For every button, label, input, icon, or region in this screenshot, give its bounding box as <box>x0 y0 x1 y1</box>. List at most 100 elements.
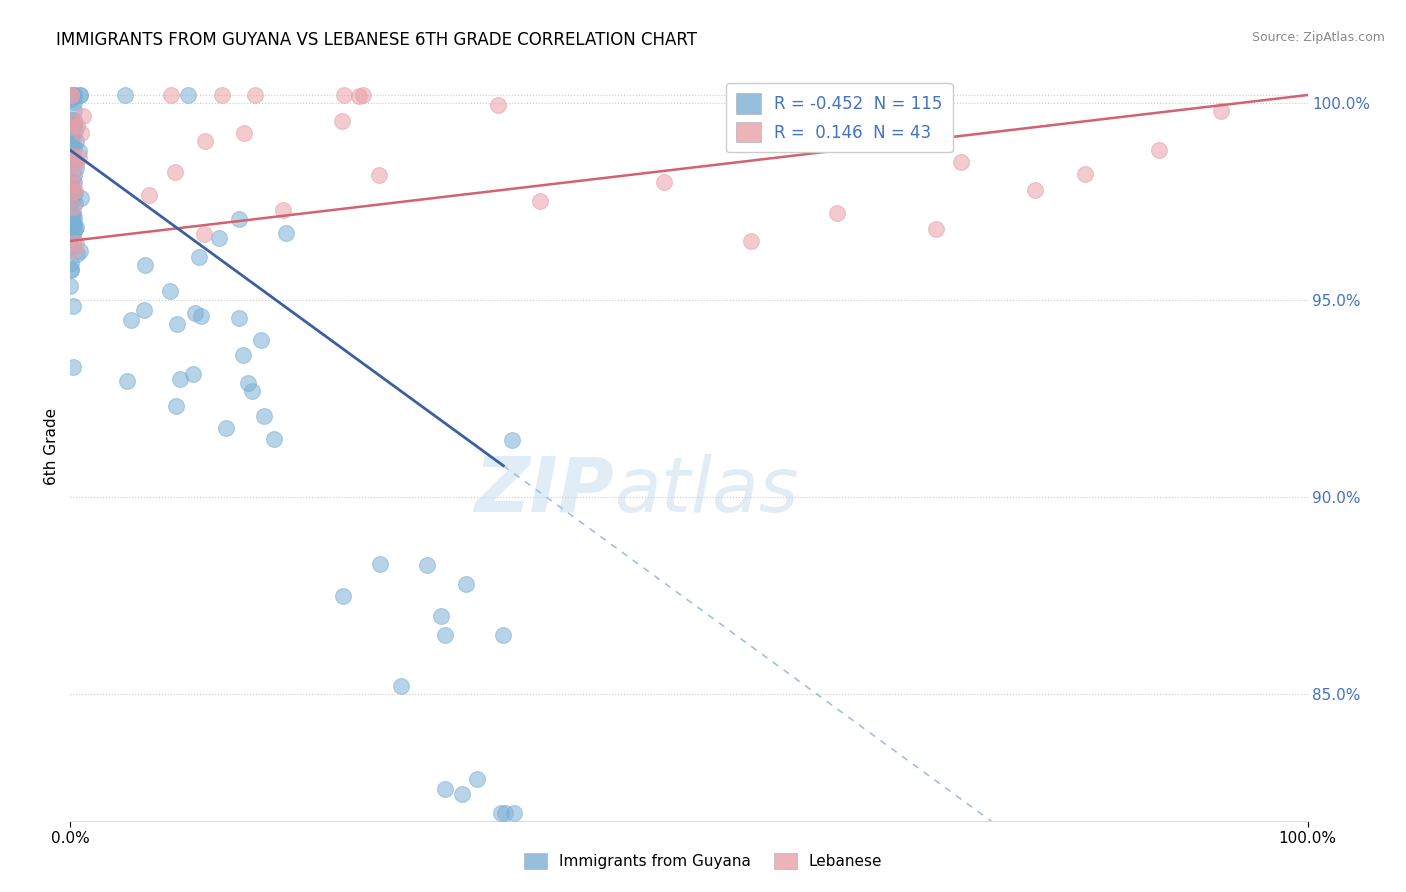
Point <box>434 628 457 642</box>
Text: atlas: atlas <box>614 454 799 528</box>
Point <box>184 306 207 320</box>
Point <box>389 679 412 693</box>
Point <box>60 125 83 139</box>
Point <box>59 180 82 194</box>
Text: Source: ZipAtlas.com: Source: ZipAtlas.com <box>1251 31 1385 45</box>
Point <box>69 244 91 258</box>
Point <box>59 194 82 209</box>
Point <box>434 782 457 797</box>
Point <box>60 263 83 277</box>
Point <box>60 89 83 103</box>
Point <box>63 120 86 134</box>
Point <box>1074 167 1097 181</box>
Point <box>69 88 91 103</box>
Point <box>60 256 83 270</box>
Point <box>215 421 238 435</box>
Point <box>59 279 82 293</box>
Point <box>60 88 83 103</box>
Point <box>240 384 263 398</box>
Point <box>190 309 212 323</box>
Y-axis label: 6th Grade: 6th Grade <box>44 408 59 484</box>
Point <box>1147 143 1170 157</box>
Legend: R = -0.452  N = 115, R =  0.146  N = 43: R = -0.452 N = 115, R = 0.146 N = 43 <box>725 84 953 153</box>
Point <box>59 261 82 276</box>
Point <box>451 787 474 801</box>
Point <box>950 155 973 169</box>
Point <box>368 168 391 182</box>
Point <box>59 88 82 103</box>
Point <box>63 88 86 103</box>
Point <box>333 88 356 103</box>
Point <box>66 246 89 260</box>
Point <box>166 317 188 331</box>
Point <box>368 558 391 572</box>
Text: IMMIGRANTS FROM GUYANA VS LEBANESE 6TH GRADE CORRELATION CHART: IMMIGRANTS FROM GUYANA VS LEBANESE 6TH G… <box>56 31 697 49</box>
Point <box>65 186 87 201</box>
Point <box>59 240 82 254</box>
Point <box>59 88 82 103</box>
Point <box>925 222 948 236</box>
Point <box>165 399 187 413</box>
Point <box>60 208 83 222</box>
Point <box>63 243 86 257</box>
Point <box>65 219 87 234</box>
Point <box>63 88 86 103</box>
Point <box>63 196 86 211</box>
Point <box>69 88 91 103</box>
Point <box>60 168 83 182</box>
Point <box>159 284 181 298</box>
Point <box>59 216 82 230</box>
Point <box>120 313 142 327</box>
Point <box>63 224 86 238</box>
Point <box>62 178 84 192</box>
Point <box>253 409 276 423</box>
Point <box>347 88 370 103</box>
Point <box>1209 103 1232 118</box>
Point <box>228 212 250 227</box>
Point <box>232 348 254 362</box>
Point <box>115 374 138 388</box>
Point <box>62 168 84 182</box>
Point <box>62 215 84 229</box>
Point <box>60 148 83 162</box>
Point <box>59 181 82 195</box>
Point <box>465 772 488 786</box>
Point <box>59 176 82 190</box>
Point <box>60 115 83 129</box>
Point <box>63 112 86 127</box>
Point <box>274 226 297 240</box>
Point <box>59 182 82 196</box>
Point <box>177 88 200 103</box>
Point <box>228 311 250 326</box>
Point <box>263 432 285 446</box>
Point <box>60 134 83 148</box>
Point <box>1024 183 1046 197</box>
Point <box>652 175 675 189</box>
Point <box>208 231 231 245</box>
Point <box>138 187 160 202</box>
Point <box>62 148 84 162</box>
Point <box>60 194 83 208</box>
Point <box>60 112 83 127</box>
Point <box>62 88 84 103</box>
Point <box>501 434 523 448</box>
Point <box>63 222 86 236</box>
Point <box>134 302 156 317</box>
Legend: Immigrants from Guyana, Lebanese: Immigrants from Guyana, Lebanese <box>517 847 889 875</box>
Point <box>60 88 83 103</box>
Point <box>60 143 83 157</box>
Point <box>59 139 82 153</box>
Point <box>63 156 86 170</box>
Point <box>62 186 84 200</box>
Point <box>67 144 90 158</box>
Point <box>159 88 181 103</box>
Point <box>193 227 215 241</box>
Point <box>114 88 136 103</box>
Point <box>72 109 94 123</box>
Point <box>62 206 84 220</box>
Point <box>63 140 86 154</box>
Point <box>59 224 82 238</box>
Point <box>60 191 83 205</box>
Point <box>60 92 83 106</box>
Point <box>65 157 87 171</box>
